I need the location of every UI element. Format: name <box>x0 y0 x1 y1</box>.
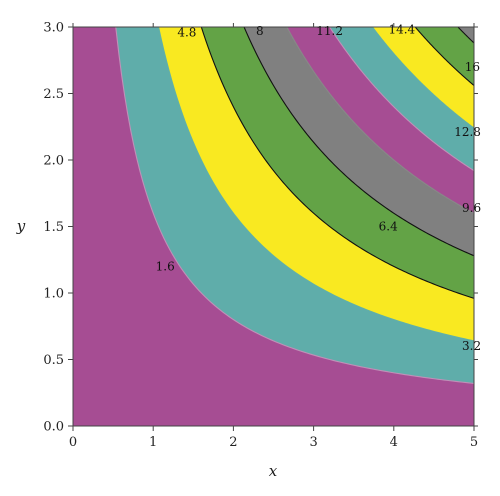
y-axis-label: y <box>16 217 26 235</box>
contour-label-14.4: 14.4 <box>388 23 415 37</box>
y-tick-label: 2.0 <box>43 154 64 169</box>
x-tick-label: 1 <box>149 435 157 450</box>
contour-bands <box>73 0 500 426</box>
contour-label-1.6: 1.6 <box>156 259 175 273</box>
contour-label-4.8: 4.8 <box>177 25 196 39</box>
contour-line-16 <box>474 0 500 27</box>
x-tick-label: 2 <box>229 435 237 450</box>
y-tick-label: 3.0 <box>43 21 64 36</box>
x-tick-label: 3 <box>309 435 317 450</box>
contour-lines <box>115 0 500 384</box>
contour-band-8 <box>415 27 474 86</box>
y-axis-ticks: 0.0 0.5 1.0 1.5 2.0 2.5 3.0 <box>43 21 478 435</box>
contour-line-8 <box>286 27 474 214</box>
contour-label-6.4: 6.4 <box>379 220 398 234</box>
contour-line-12.8 <box>414 27 474 86</box>
contour-label-9.6: 9.6 <box>462 201 481 215</box>
contour-band-10 <box>474 0 500 27</box>
contour-line-11.2 <box>371 27 474 129</box>
y-tick-label: 0.0 <box>43 420 64 435</box>
contour-line-6.4 <box>243 27 474 257</box>
y-tick-label: 0.5 <box>43 353 64 368</box>
contour-label-8: 8 <box>256 24 264 38</box>
x-tick-label: 0 <box>69 435 77 450</box>
x-tick-label: 4 <box>390 435 398 450</box>
y-tick-label: 1.0 <box>43 287 64 302</box>
x-axis-label: x <box>269 462 278 480</box>
contour-label-16: 16 <box>465 60 480 74</box>
contour-label-3.2: 3.2 <box>462 339 481 353</box>
contour-labels: 1.6 3.2 4.8 6.4 8 9.6 11.2 12.8 14.4 16 <box>156 23 481 354</box>
contour-line-9.6 <box>329 27 474 172</box>
contour-line-3.2 <box>158 27 474 342</box>
x-axis-ticks: 0 1 2 3 4 5 <box>69 23 478 450</box>
y-tick-label: 2.5 <box>43 87 64 102</box>
contour-label-11.2: 11.2 <box>316 24 343 38</box>
contour-label-12.8: 12.8 <box>454 125 481 139</box>
contour-line-1.6 <box>115 27 474 384</box>
contour-line-14.4 <box>457 27 474 44</box>
contour-line-4.8 <box>200 27 474 299</box>
x-tick-label: 5 <box>470 435 478 450</box>
y-tick-label: 1.5 <box>43 220 64 235</box>
